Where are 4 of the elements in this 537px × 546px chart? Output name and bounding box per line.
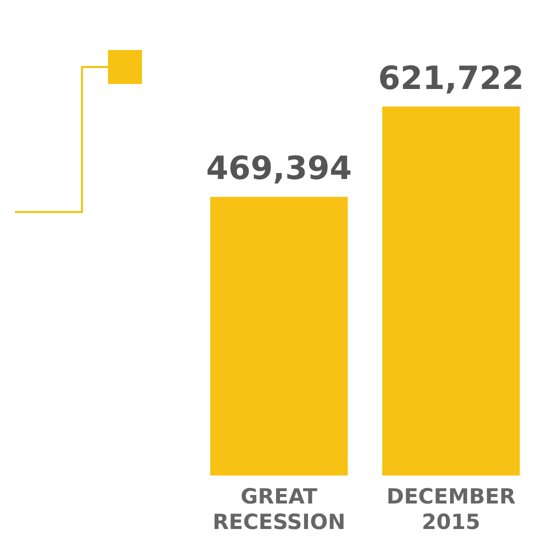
x-tick-label: DECEMBER 2015 [386, 484, 516, 534]
x-tick-label: GREAT RECESSION [212, 484, 346, 534]
data-label: 621,722 [378, 58, 524, 97]
data-label: 469,394 [206, 149, 352, 188]
